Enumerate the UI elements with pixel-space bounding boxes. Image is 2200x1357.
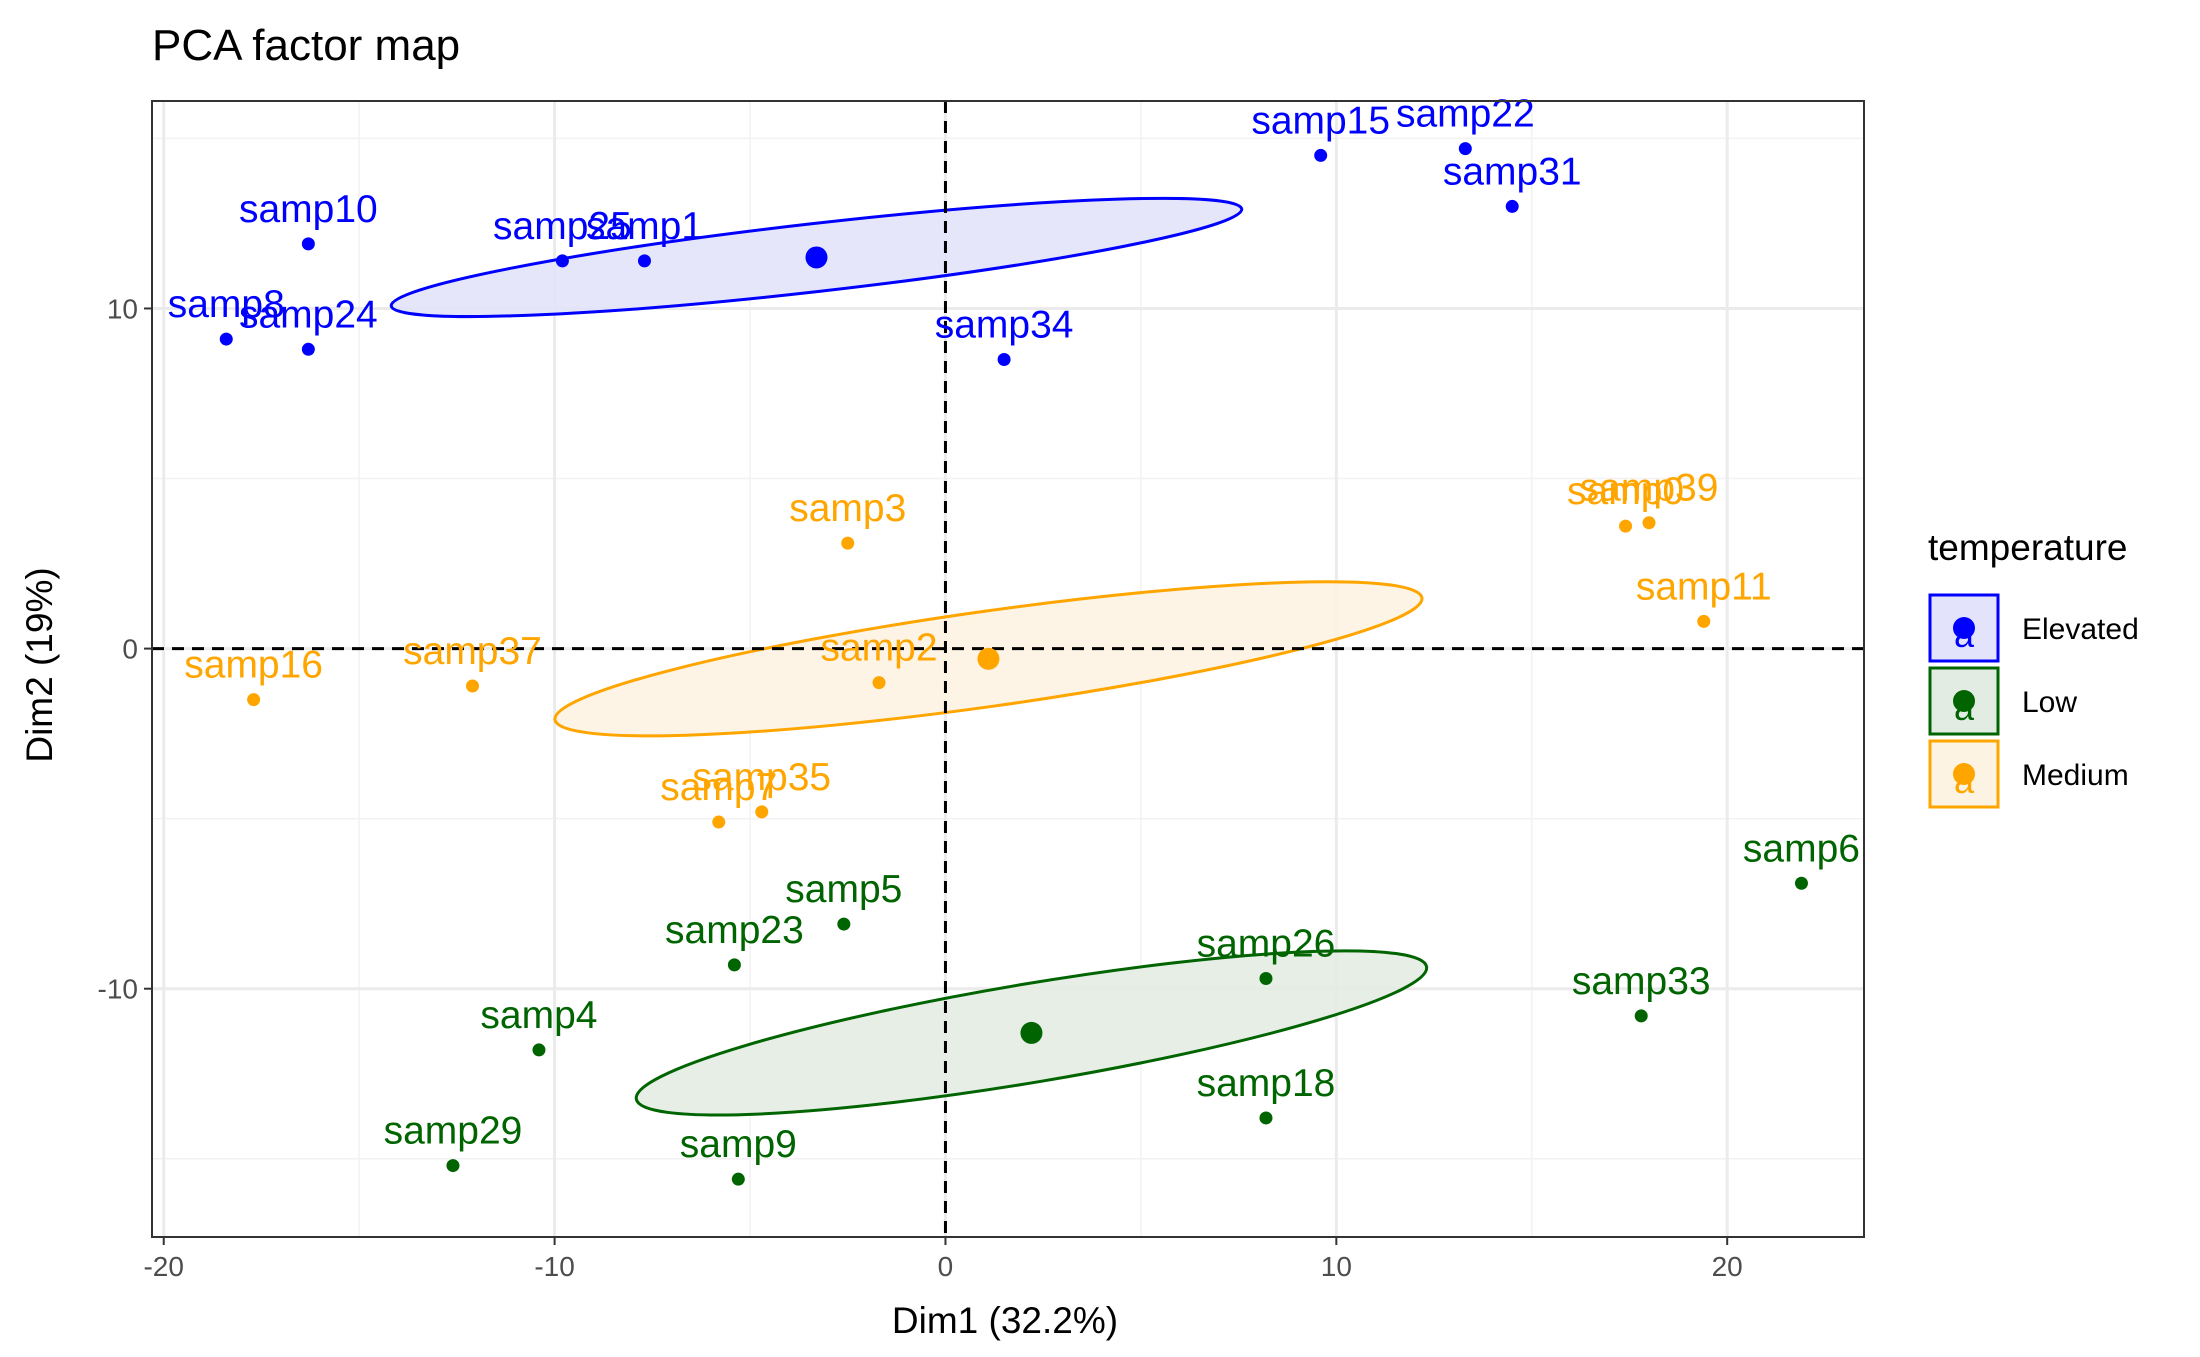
data-point-samp0 bbox=[1619, 519, 1633, 533]
legend-label-medium: Medium bbox=[2022, 759, 2129, 792]
point-label-samp8: samp8 bbox=[168, 283, 285, 326]
point-label-samp11: samp11 bbox=[1636, 565, 1772, 608]
data-point-samp9 bbox=[731, 1172, 745, 1186]
point-label-samp1: samp1 bbox=[586, 205, 703, 248]
y-axis-title: Dim2 (19%) bbox=[19, 567, 60, 762]
data-point-samp5 bbox=[837, 917, 851, 931]
point-label-samp10: samp10 bbox=[239, 188, 378, 231]
x-tick-label: -20 bbox=[143, 1251, 183, 1282]
panel-border bbox=[151, 100, 1865, 1238]
chart-title: PCA factor map bbox=[152, 21, 460, 70]
legend-entry-elevated: aElevated bbox=[1928, 593, 2139, 663]
point-label-samp31: samp31 bbox=[1443, 150, 1582, 193]
x-tick-label: 0 bbox=[938, 1251, 954, 1282]
data-point-samp22 bbox=[1458, 142, 1472, 156]
point-label-samp34: samp34 bbox=[935, 303, 1074, 346]
data-point-samp3 bbox=[841, 536, 855, 550]
point-label-samp33: samp33 bbox=[1572, 960, 1711, 1003]
y-axis-ticks: -10 0 10 bbox=[98, 293, 152, 1005]
x-tick-label: 10 bbox=[1321, 1251, 1352, 1282]
x-axis-ticks: -20 -10 0 10 20 bbox=[143, 1237, 1743, 1282]
legend-key-point bbox=[1953, 690, 1975, 712]
data-point-samp26 bbox=[1259, 972, 1273, 986]
data-point-samp29 bbox=[446, 1159, 460, 1173]
point-label-samp18: samp18 bbox=[1197, 1062, 1336, 1105]
point-label-samp7: samp7 bbox=[660, 766, 777, 809]
point-label-samp22: samp22 bbox=[1396, 93, 1535, 136]
legend-key-point bbox=[1953, 617, 1975, 639]
x-tick-label: 20 bbox=[1712, 1251, 1743, 1282]
point-label-samp16: samp16 bbox=[184, 644, 323, 687]
y-tick-label: -10 bbox=[98, 974, 138, 1005]
data-point-samp39 bbox=[1642, 516, 1656, 530]
data-point-samp2 bbox=[872, 676, 886, 690]
data-point-samp31 bbox=[1505, 199, 1519, 213]
point-label-samp0: samp0 bbox=[1567, 470, 1684, 513]
centroid-medium bbox=[977, 647, 1000, 670]
data-point-samp16 bbox=[247, 693, 261, 707]
data-point-samp37 bbox=[466, 679, 480, 693]
legend-label-elevated: Elevated bbox=[2022, 613, 2139, 646]
data-point-samp23 bbox=[727, 958, 741, 972]
legend-label-low: Low bbox=[2022, 686, 2077, 719]
point-label-samp29: samp29 bbox=[384, 1110, 523, 1153]
data-point-samp33 bbox=[1634, 1009, 1648, 1023]
legend: temperature aElevatedaLowaMedium bbox=[1928, 527, 2139, 809]
data-point-samp4 bbox=[532, 1043, 546, 1057]
legend-title: temperature bbox=[1928, 527, 2128, 568]
data-point-samp35 bbox=[755, 805, 769, 819]
data-point-samp25 bbox=[555, 254, 569, 268]
point-label-samp9: samp9 bbox=[680, 1123, 797, 1166]
data-point-samp8 bbox=[219, 332, 233, 346]
point-label-samp23: samp23 bbox=[665, 909, 804, 952]
point-label-samp4: samp4 bbox=[480, 994, 597, 1037]
legend-key-point bbox=[1953, 763, 1975, 785]
data-point-samp1 bbox=[637, 254, 651, 268]
x-tick-label: -10 bbox=[534, 1251, 574, 1282]
point-label-samp3: samp3 bbox=[789, 487, 906, 530]
data-point-samp18 bbox=[1259, 1111, 1273, 1125]
point-label-samp15: samp15 bbox=[1251, 99, 1390, 142]
point-label-samp2: samp2 bbox=[820, 627, 937, 670]
x-axis-title: Dim1 (32.2%) bbox=[892, 1300, 1118, 1341]
data-point-samp7 bbox=[712, 815, 726, 829]
data-point-samp11 bbox=[1697, 614, 1711, 628]
data-point-samp24 bbox=[301, 342, 315, 356]
y-tick-label: 10 bbox=[107, 293, 138, 324]
y-tick-label: 0 bbox=[122, 634, 138, 665]
centroid-elevated bbox=[805, 246, 828, 269]
point-label-samp35: samp35 bbox=[692, 756, 831, 799]
point-label-samp39: samp39 bbox=[1580, 467, 1719, 510]
data-point-samp34 bbox=[997, 352, 1011, 366]
point-label-samp6: samp6 bbox=[1743, 827, 1860, 870]
point-label-samp25: samp25 bbox=[493, 205, 632, 248]
data-point-samp10 bbox=[301, 237, 315, 251]
data-point-samp6 bbox=[1794, 876, 1808, 890]
point-label-samp37: samp37 bbox=[403, 630, 542, 673]
legend-entry-medium: aMedium bbox=[1928, 739, 2129, 809]
legend-keys: aElevatedaLowaMedium bbox=[1928, 593, 2139, 809]
legend-key-box bbox=[1928, 739, 2000, 809]
point-label-samp24: samp24 bbox=[239, 293, 378, 336]
centroid-low bbox=[1020, 1021, 1043, 1044]
point-label-samp5: samp5 bbox=[785, 868, 902, 911]
legend-entry-low: aLow bbox=[1928, 666, 2077, 736]
data-point-samp15 bbox=[1314, 148, 1328, 162]
point-label-samp26: samp26 bbox=[1197, 923, 1336, 966]
